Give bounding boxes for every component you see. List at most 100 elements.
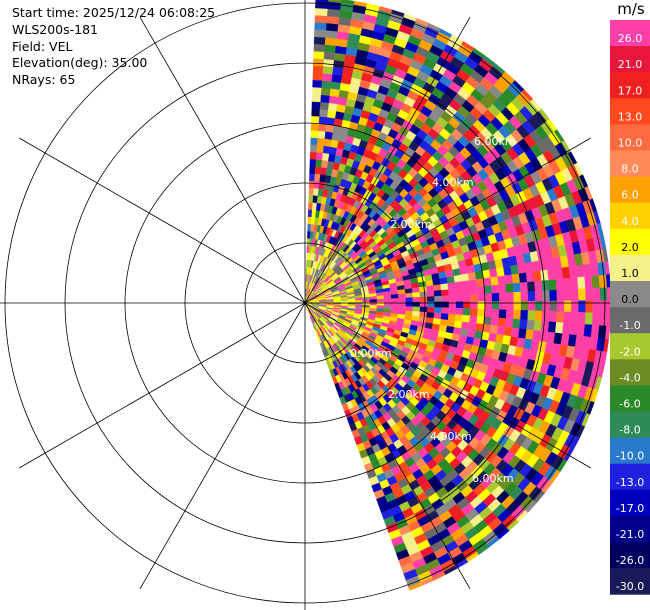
velocity-gate [398,297,406,303]
velocity-gate [462,314,471,323]
velocity-gate [591,275,600,289]
colorbar-band [610,20,650,47]
velocity-gate [477,293,486,302]
velocity-gate [583,324,593,338]
velocity-gate [314,7,328,17]
colorbar-label: 10.0 [618,137,643,150]
colorbar-band [610,254,650,282]
velocity-gate [313,51,325,60]
velocity-gate [576,323,586,337]
azimuth-spoke [139,17,306,304]
velocity-gate [307,209,313,218]
velocity-gate [585,300,594,313]
range-ring-label: 0.00km [350,347,392,360]
velocity-gate [520,310,529,321]
colorbar-band [610,359,650,386]
velocity-gate [590,324,600,339]
velocity-gate [405,297,414,303]
velocity-gate [512,318,521,329]
velocity-gate [309,158,317,167]
velocity-gate [390,294,399,299]
instrument-name: WLS200s-181 [12,21,98,37]
colorbar-label: -17.0 [616,502,644,515]
velocity-gate [310,144,318,153]
velocity-gate [324,44,337,53]
velocity-gate [411,287,420,294]
range-ring-label: 2.00km [390,218,432,231]
velocity-gate [592,287,601,301]
velocity-gate [535,300,543,312]
velocity-gate [323,51,336,61]
velocity-gate [310,122,320,131]
velocity-gate [383,294,392,300]
velocity-gate [376,298,385,303]
velocity-gate [418,286,428,293]
velocity-gate [547,321,557,333]
velocity-gate [331,74,343,83]
velocity-gate [432,278,441,286]
velocity-gate [412,292,421,298]
azimuth-spoke [304,17,471,304]
velocity-gate [453,274,463,283]
velocity-gate [599,312,608,327]
velocity-gate [511,273,521,284]
colorbar-band [610,463,650,491]
field-name: Field: VEL [12,38,73,54]
velocity-gate [483,316,492,326]
velocity-gate [533,320,543,332]
polar-grid [0,0,610,610]
velocity-gate [312,65,324,74]
velocity-gate [505,318,514,328]
velocity-gate [597,325,607,339]
colorbar-label: 6.0 [621,189,639,202]
velocity-gate [512,282,521,293]
velocity-gate [541,280,550,292]
velocity-gate [455,288,464,296]
velocity-gate [412,296,421,303]
velocity-gate [570,277,579,290]
colorbar-band [610,281,650,308]
velocity-gate [329,88,341,98]
velocity-gate [498,309,507,319]
range-ring-label: 6.00km [474,135,516,148]
colorbar-band [610,385,650,412]
velocity-gate [519,319,528,330]
azimuth-spoke [304,137,591,304]
colorbar-label: 8.0 [621,163,639,176]
velocity-gate [315,0,329,2]
azimuth-spoke [304,302,591,469]
velocity-gate [584,275,593,289]
range-ring-label: 6.00km [472,472,514,485]
velocity-gate [570,311,579,324]
velocity-gate [448,307,457,315]
velocity-gate [592,300,601,314]
colorbar-band [610,542,650,569]
velocity-gate [592,312,601,326]
velocity-gate [605,274,610,288]
velocity-gate [369,299,378,303]
velocity-gate [323,138,332,147]
velocity-gate [318,123,327,132]
velocity-gate [309,151,317,160]
velocity-gate [314,22,327,31]
velocity-gate [534,280,543,292]
velocity-gate [578,300,586,313]
velocity-gate [454,320,463,329]
velocity-gate [498,292,507,302]
velocity-gate [599,300,608,314]
velocity-gate [513,309,522,320]
colorbar-band [610,124,650,151]
velocity-gate [312,72,323,81]
velocity-gate [577,276,586,290]
velocity-gate [322,73,333,82]
velocity-gate [506,292,514,302]
velocity-gate [578,288,586,301]
velocity-gate [534,310,543,322]
velocity-gate [312,79,323,88]
velocity-gate [317,137,325,146]
velocity-gate [467,272,477,281]
velocity-gate [314,166,322,175]
velocity-gate [326,15,340,25]
velocity-gate [462,308,471,316]
velocity-gate [510,327,520,338]
